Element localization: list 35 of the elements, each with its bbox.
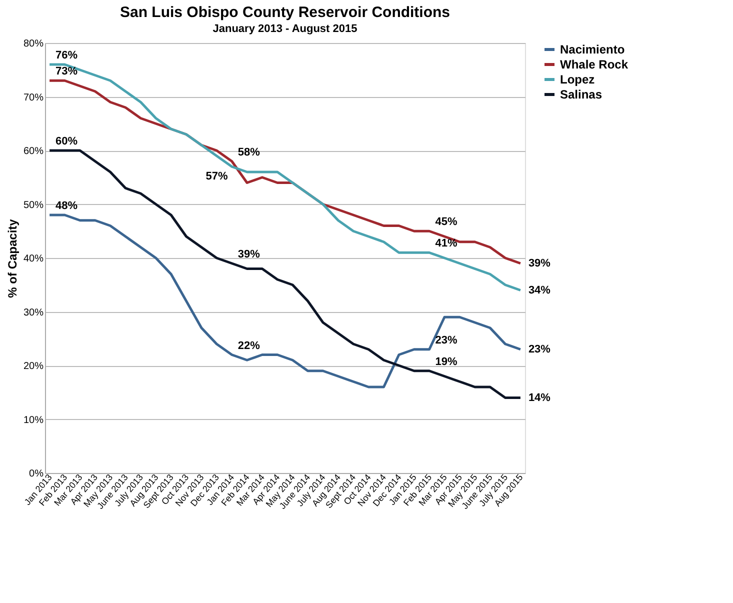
y-tick-label: 60% bbox=[23, 146, 44, 157]
y-tick-label: 50% bbox=[23, 200, 44, 211]
annotation: 76% bbox=[56, 50, 78, 62]
legend-label: Salinas bbox=[560, 88, 602, 102]
annotation: 73% bbox=[56, 66, 78, 78]
y-tick-label: 40% bbox=[23, 254, 44, 264]
line-series bbox=[48, 63, 522, 292]
annotation: 23% bbox=[435, 334, 458, 346]
annotation: 39% bbox=[528, 257, 551, 270]
annotation: 41% bbox=[435, 238, 458, 250]
annotation: 45% bbox=[435, 216, 458, 228]
annotation: 48% bbox=[56, 200, 78, 212]
annotation: 19% bbox=[435, 356, 458, 368]
y-tick-label: 20% bbox=[23, 361, 44, 372]
chart-subtitle: January 2013 - August 2015 bbox=[212, 23, 358, 35]
annotation: 22% bbox=[238, 340, 260, 352]
y-tick-label: 30% bbox=[23, 307, 44, 318]
legend-label: Nacimiento bbox=[560, 42, 625, 56]
annotation: 57% bbox=[206, 170, 228, 183]
annotation: 23% bbox=[528, 343, 551, 356]
y-axis-title: % of Capacity bbox=[5, 218, 20, 298]
line-series bbox=[48, 149, 522, 399]
legend-label: Whale Rock bbox=[560, 58, 628, 72]
annotation: 34% bbox=[528, 284, 551, 296]
legend-label: Lopez bbox=[560, 72, 595, 86]
line-series bbox=[48, 214, 522, 388]
annotation: 14% bbox=[528, 392, 551, 404]
chart-title: San Luis Obispo County Reservoir Conditions bbox=[120, 4, 450, 21]
y-tick-label: 10% bbox=[23, 414, 44, 426]
annotation: 58% bbox=[238, 146, 260, 158]
y-tick-label: 0% bbox=[29, 468, 44, 480]
annotation: 60% bbox=[56, 136, 78, 148]
annotation: 39% bbox=[238, 248, 260, 260]
y-tick-label: 80% bbox=[23, 38, 44, 50]
y-tick-label: 70% bbox=[23, 92, 44, 104]
